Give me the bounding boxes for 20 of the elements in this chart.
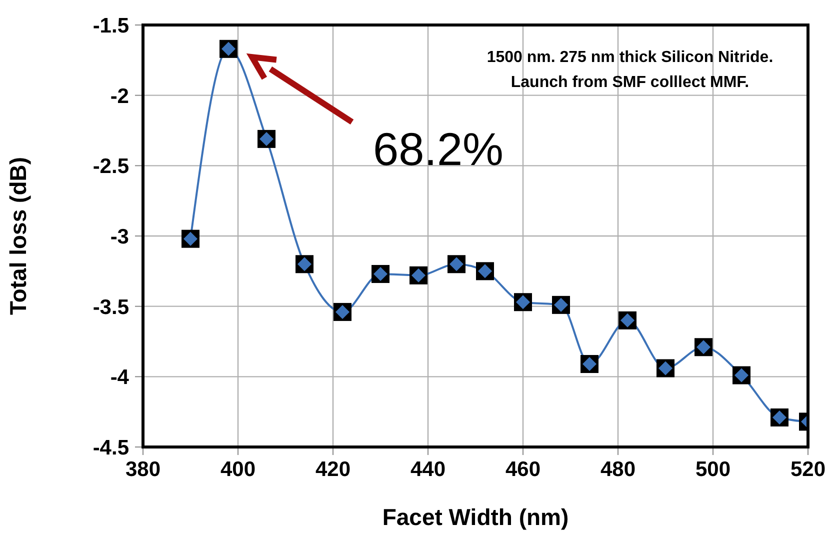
y-tick-label: -3.5 [92,296,130,319]
y-tick-label: -3 [110,225,129,248]
x-tick-label: 480 [600,458,636,481]
annotation: 1500 nm. 275 nm thick Silicon Nitride. [486,49,774,66]
x-tick-label: 460 [505,458,541,481]
annotation: 68.2% [373,123,504,175]
y-tick-label: -4.5 [92,436,130,460]
y-tick-label: -2 [110,84,129,108]
x-tick-label: 520 [790,458,826,481]
y-tick-label: -1.5 [92,14,130,38]
y-tick-label: -4 [110,366,130,390]
x-tick-label: 440 [410,458,446,481]
x-tick-label: 500 [695,458,731,481]
x-tick-label: 400 [220,458,256,481]
x-tick-label: 420 [315,458,351,481]
y-axis-title: Total loss (dB) [5,156,32,316]
y-tick-label: -2.5 [92,155,130,178]
x-tick-label: 380 [125,458,161,481]
x-axis-title: Facet Width (nm) [382,504,569,530]
annotation: Launch from SMF colllect MMF. [510,74,750,91]
